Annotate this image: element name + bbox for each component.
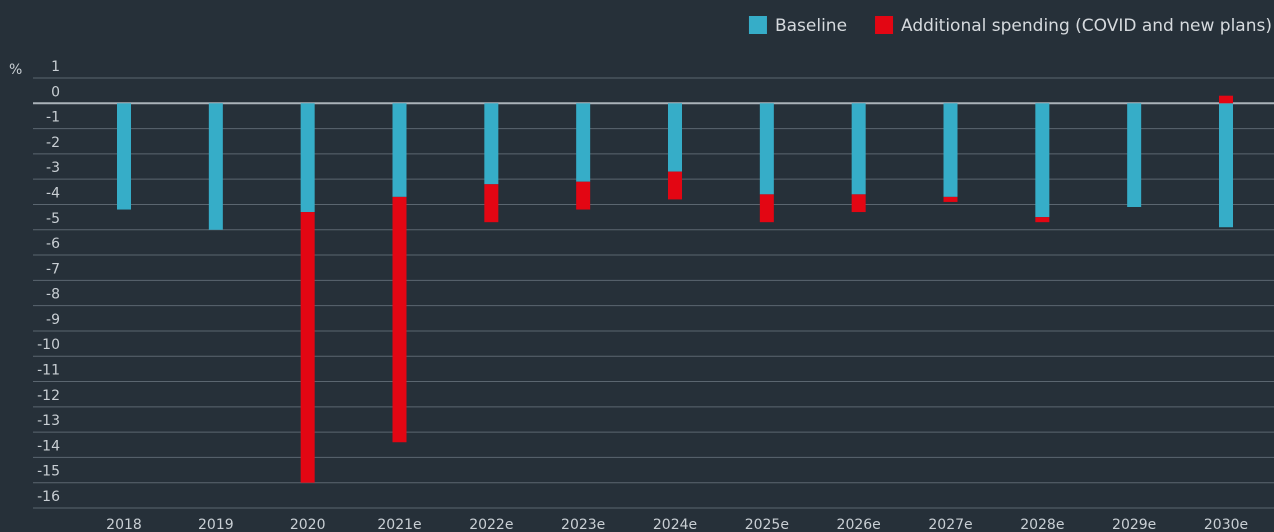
x-tick-label: 2024e bbox=[653, 517, 697, 532]
bar bbox=[392, 196, 407, 443]
legend-label: Baseline bbox=[775, 16, 847, 36]
x-tick-label: 2027e bbox=[928, 517, 972, 532]
y-tick-label: -14 bbox=[37, 438, 60, 454]
x-tick-label: 2030e bbox=[1204, 517, 1248, 532]
bar bbox=[300, 212, 315, 483]
y-tick-label: 1 bbox=[51, 59, 60, 75]
y-tick-label: -4 bbox=[46, 185, 60, 201]
bar bbox=[1219, 103, 1233, 228]
x-tick-label: 2028e bbox=[1020, 517, 1064, 532]
y-tick-label: -7 bbox=[46, 261, 60, 277]
y-tick-label: -2 bbox=[46, 135, 60, 151]
bar bbox=[484, 184, 499, 223]
y-tick-label: -10 bbox=[37, 337, 60, 353]
y-tick-label: -16 bbox=[37, 489, 60, 505]
bar bbox=[484, 103, 499, 185]
x-tick-label: 2029e bbox=[1112, 517, 1156, 532]
x-tick-label: 2025e bbox=[745, 517, 789, 532]
y-tick-label: -12 bbox=[37, 388, 60, 404]
bar bbox=[1127, 103, 1142, 207]
y-tick-label: -13 bbox=[37, 413, 60, 429]
x-tick-label: 2022e bbox=[469, 517, 513, 532]
bar bbox=[117, 103, 131, 210]
y-tick-label: -11 bbox=[37, 363, 60, 379]
x-tick-label: 2021e bbox=[377, 517, 421, 532]
legend-label: Additional spending (COVID and new plans… bbox=[901, 16, 1272, 36]
bar bbox=[668, 171, 682, 200]
bar bbox=[1035, 103, 1050, 218]
bar bbox=[1219, 95, 1233, 104]
y-tick-label: -6 bbox=[46, 236, 60, 252]
bar bbox=[576, 103, 591, 182]
x-tick-label: 2019 bbox=[198, 517, 234, 532]
bar bbox=[851, 103, 866, 195]
bar bbox=[576, 181, 591, 210]
x-tick-label: 2020 bbox=[290, 517, 326, 532]
y-tick-label: -5 bbox=[46, 211, 60, 227]
y-axis-label: % bbox=[9, 62, 22, 78]
bar bbox=[943, 103, 958, 197]
bar bbox=[392, 103, 407, 197]
x-tick-label: 2018 bbox=[106, 517, 142, 532]
bar bbox=[943, 196, 958, 202]
y-tick-label: -15 bbox=[37, 464, 60, 480]
bar bbox=[759, 103, 774, 195]
x-tick-label: 2026e bbox=[837, 517, 881, 532]
bar bbox=[1035, 217, 1050, 223]
y-tick-label: 0 bbox=[51, 84, 60, 100]
bar bbox=[208, 103, 223, 230]
legend-swatch bbox=[875, 16, 894, 34]
bar bbox=[759, 194, 774, 223]
y-tick-label: -1 bbox=[46, 110, 60, 126]
legend: Baseline Additional spending (COVID and n… bbox=[748, 16, 1272, 36]
bar bbox=[851, 194, 866, 213]
y-tick-label: -8 bbox=[46, 287, 60, 303]
y-tick-label: -9 bbox=[46, 312, 60, 328]
bar bbox=[300, 103, 315, 213]
bar bbox=[668, 103, 682, 172]
x-tick-label: 2023e bbox=[561, 517, 605, 532]
y-tick-label: -3 bbox=[46, 160, 60, 176]
legend-swatch bbox=[748, 16, 767, 34]
